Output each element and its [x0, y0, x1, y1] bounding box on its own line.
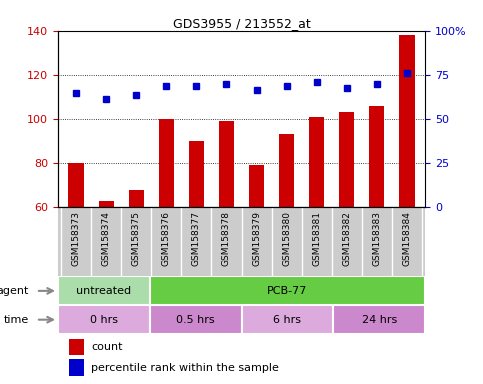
- Bar: [69, 339, 84, 355]
- Bar: [333, 305, 425, 334]
- Bar: [150, 276, 425, 305]
- Bar: [189, 141, 204, 340]
- Text: time: time: [3, 314, 28, 325]
- Bar: [399, 35, 414, 340]
- Bar: [249, 166, 264, 340]
- Text: PCB-77: PCB-77: [267, 286, 308, 296]
- Bar: [58, 305, 150, 334]
- Text: GSM158381: GSM158381: [312, 211, 321, 266]
- Bar: [58, 276, 150, 305]
- Bar: [309, 117, 324, 340]
- Title: GDS3955 / 213552_at: GDS3955 / 213552_at: [172, 17, 311, 30]
- Text: 0 hrs: 0 hrs: [90, 314, 118, 325]
- Bar: [99, 201, 114, 340]
- Bar: [150, 305, 242, 334]
- Text: percentile rank within the sample: percentile rank within the sample: [91, 363, 279, 373]
- Text: 6 hrs: 6 hrs: [273, 314, 301, 325]
- Text: GSM158384: GSM158384: [402, 211, 412, 266]
- Bar: [69, 359, 84, 376]
- Text: GSM158379: GSM158379: [252, 211, 261, 266]
- Text: GSM158373: GSM158373: [71, 211, 81, 266]
- Text: 24 hrs: 24 hrs: [362, 314, 397, 325]
- Text: count: count: [91, 342, 123, 352]
- Text: untreated: untreated: [76, 286, 131, 296]
- Text: agent: agent: [0, 286, 28, 296]
- Text: GSM158374: GSM158374: [101, 211, 111, 266]
- Bar: [159, 119, 174, 340]
- Bar: [219, 121, 234, 340]
- Text: GSM158383: GSM158383: [372, 211, 382, 266]
- Bar: [69, 163, 84, 340]
- Bar: [369, 106, 384, 340]
- Text: 0.5 hrs: 0.5 hrs: [176, 314, 215, 325]
- Text: GSM158378: GSM158378: [222, 211, 231, 266]
- Bar: [128, 190, 144, 340]
- Text: GSM158377: GSM158377: [192, 211, 201, 266]
- Bar: [279, 134, 294, 340]
- Text: GSM158382: GSM158382: [342, 211, 351, 266]
- Bar: [339, 113, 355, 340]
- Text: GSM158375: GSM158375: [132, 211, 141, 266]
- Bar: [242, 305, 333, 334]
- Text: GSM158380: GSM158380: [282, 211, 291, 266]
- Text: GSM158376: GSM158376: [162, 211, 171, 266]
